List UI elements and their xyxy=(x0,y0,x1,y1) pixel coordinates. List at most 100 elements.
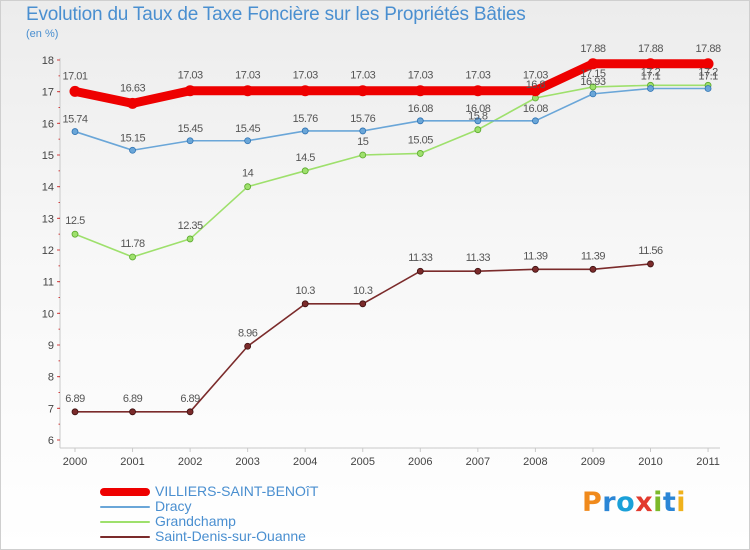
y-tick-label: 11 xyxy=(43,277,54,289)
data-label: 11.33 xyxy=(466,252,491,264)
data-point xyxy=(129,408,136,416)
data-label: 15.05 xyxy=(408,134,433,146)
x-tick-label: 2000 xyxy=(63,456,87,468)
data-point xyxy=(647,85,654,92)
data-label: 12.35 xyxy=(178,220,203,232)
x-tick-label: 2001 xyxy=(120,456,144,468)
legend-label: Grandchamp xyxy=(155,513,236,529)
data-point xyxy=(472,85,484,97)
data-label: 16.8 xyxy=(526,79,546,91)
data-point xyxy=(129,253,136,261)
y-tick-label: 13 xyxy=(42,213,54,225)
legend-swatch xyxy=(100,521,150,523)
data-label: 12.5 xyxy=(65,215,85,227)
data-point xyxy=(416,150,424,157)
data-label: 8.96 xyxy=(238,327,258,339)
data-point xyxy=(71,408,79,416)
data-point xyxy=(589,83,597,91)
y-tick-label: 7 xyxy=(48,403,54,415)
data-label: 15.45 xyxy=(235,123,260,135)
data-point xyxy=(129,146,136,154)
data-point xyxy=(416,117,424,125)
data-point xyxy=(474,126,482,134)
data-point xyxy=(645,58,656,70)
data-point xyxy=(589,265,597,273)
y-tick-label: 17 xyxy=(42,87,54,99)
data-label: 17.03 xyxy=(523,70,548,82)
data-label: 16.08 xyxy=(523,103,548,115)
data-point xyxy=(532,117,539,125)
logo-letter: i xyxy=(676,487,687,518)
logo-letter: x xyxy=(635,487,654,518)
x-tick-label: 2005 xyxy=(351,456,375,468)
legend-label: Saint-Denis-sur-Ouanne xyxy=(155,528,306,544)
legend-swatch xyxy=(100,488,150,496)
data-label: 6.89 xyxy=(123,393,143,405)
data-point xyxy=(127,97,139,109)
data-label: 17.2 xyxy=(641,66,661,78)
data-point xyxy=(244,342,252,350)
data-point xyxy=(184,85,196,97)
x-tick-label: 2007 xyxy=(466,456,490,468)
x-tick-label: 2003 xyxy=(235,456,259,468)
data-label: 17.1 xyxy=(641,71,661,83)
y-tick-label: 14 xyxy=(42,182,54,194)
chart-title: Evolution du Taux de Taxe Foncière sur l… xyxy=(26,4,526,25)
data-label: 17.03 xyxy=(293,70,318,82)
data-point xyxy=(702,58,714,70)
data-label: 16.08 xyxy=(465,103,490,115)
data-point xyxy=(301,300,309,308)
data-label: 15 xyxy=(357,136,369,148)
y-tick-label: 9 xyxy=(48,340,54,352)
data-label: 17.01 xyxy=(62,70,87,82)
data-label: 11.56 xyxy=(638,245,663,257)
data-label: 10.3 xyxy=(295,285,315,297)
data-point xyxy=(474,267,482,275)
data-point xyxy=(529,85,541,97)
x-tick-label: 2009 xyxy=(581,456,605,468)
data-label: 6.89 xyxy=(180,393,200,405)
data-point xyxy=(416,267,424,275)
legend-swatch xyxy=(100,536,150,538)
data-point xyxy=(359,127,367,135)
data-point xyxy=(186,137,194,145)
data-point xyxy=(71,128,79,135)
legend-swatch xyxy=(100,506,150,508)
data-label: 17.03 xyxy=(408,70,433,82)
proxiti-logo: Proxiti xyxy=(582,487,686,518)
x-tick-label: 2002 xyxy=(178,456,202,468)
x-tick-label: 2006 xyxy=(408,456,432,468)
data-point xyxy=(301,167,309,175)
data-label: 17.03 xyxy=(465,70,490,82)
data-label: 15.45 xyxy=(178,123,203,135)
data-label: 11.39 xyxy=(523,250,548,262)
data-label: 17.03 xyxy=(350,70,375,82)
data-label: 17.03 xyxy=(235,70,260,82)
x-tick-label: 2011 xyxy=(696,456,720,468)
data-label: 11.33 xyxy=(408,252,433,264)
data-point xyxy=(301,127,309,135)
legend-label: VILLIERS-SAINT-BENOîT xyxy=(155,483,319,499)
logo-letter: P xyxy=(582,487,603,518)
data-point xyxy=(589,90,597,98)
y-tick-label: 10 xyxy=(42,308,54,320)
series-line-2 xyxy=(74,84,709,258)
data-label: 17.2 xyxy=(698,66,718,78)
data-label: 16.63 xyxy=(120,82,145,94)
data-label: 16.93 xyxy=(580,76,605,88)
data-label: 11.78 xyxy=(120,238,145,250)
data-point xyxy=(299,85,311,97)
y-tick-label: 6 xyxy=(48,435,54,447)
data-point xyxy=(474,117,482,125)
data-label: 6.89 xyxy=(65,393,85,405)
data-label: 15.8 xyxy=(468,111,488,123)
data-label: 15.76 xyxy=(293,113,318,125)
x-tick-label: 2004 xyxy=(293,456,317,468)
data-point xyxy=(186,235,194,243)
data-point xyxy=(359,300,367,308)
data-label: 17.88 xyxy=(696,43,721,55)
data-point xyxy=(242,85,254,97)
logo-letter: i xyxy=(653,487,663,518)
series-line-0 xyxy=(70,59,713,108)
